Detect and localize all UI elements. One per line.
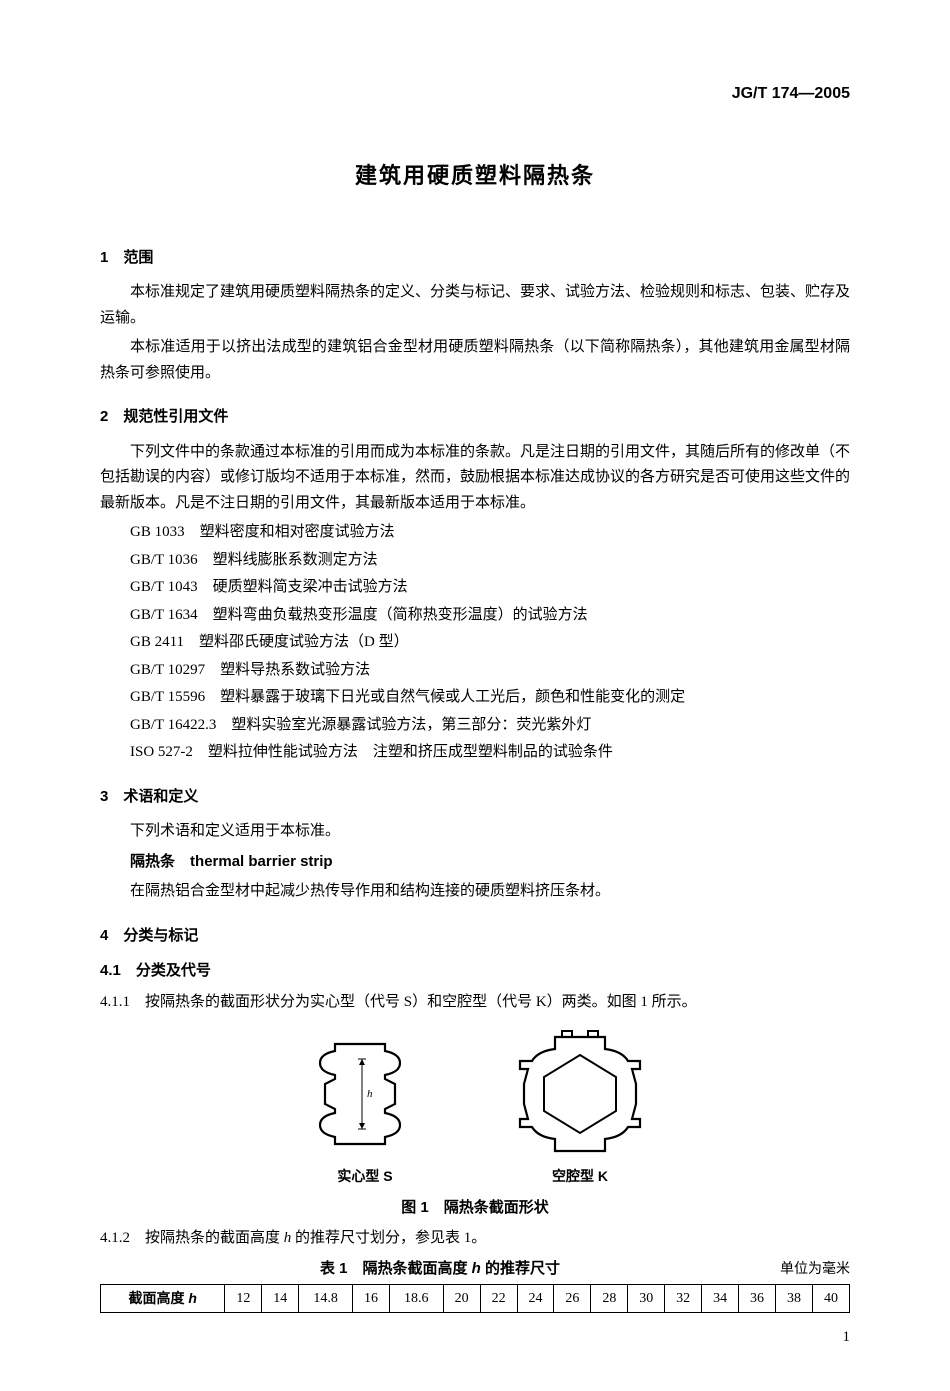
var-h: h: [188, 1290, 197, 1306]
row-head-pre: 截面高度: [128, 1290, 188, 1306]
figure-label-k: 空腔型 K: [510, 1165, 650, 1189]
document-title: 建筑用硬质塑料隔热条: [100, 157, 850, 194]
table-1: 截面高度 h 121414.81618.62022242628303234363…: [100, 1284, 850, 1314]
clause-4-1-1: 4.1.1 按隔热条的截面形状分为实心型（代号 S）和空腔型（代号 K）两类。如…: [100, 990, 850, 1016]
table-cell: 26: [554, 1284, 591, 1313]
table-cell: 20: [443, 1284, 480, 1313]
table-cell: 24: [517, 1284, 554, 1313]
subsection-heading-4-1: 4.1 分类及代号: [100, 958, 850, 984]
reference-line: GB/T 15596 塑料暴露于玻璃下日光或自然气候或人工光后，颜色和性能变化的…: [100, 685, 850, 711]
section-title: 术语和定义: [123, 788, 198, 805]
paragraph: 下列文件中的条款通过本标准的引用而成为本标准的条款。凡是注日期的引用文件，其随后…: [100, 440, 850, 517]
table-cell: 36: [739, 1284, 776, 1313]
table-cell: 38: [775, 1284, 812, 1313]
term-line: 隔热条 thermal barrier strip: [100, 849, 850, 876]
section-title: 规范性引用文件: [123, 408, 228, 425]
table-cell: 18.6: [389, 1284, 443, 1313]
profile-hollow-icon: [510, 1029, 650, 1159]
table-cell: 14.8: [299, 1284, 353, 1313]
reference-line: GB/T 1634 塑料弯曲负载热变形温度（简称热变形温度）的试验方法: [100, 603, 850, 629]
var-h: h: [472, 1260, 481, 1277]
section-title: 分类与标记: [123, 927, 198, 944]
table-cell: 30: [628, 1284, 665, 1313]
table-caption: 表 1 隔热条截面高度 h 的推荐尺寸: [100, 1256, 780, 1282]
table-cell: 28: [591, 1284, 628, 1313]
document-number: JG/T 174—2005: [100, 80, 850, 107]
table-cell: 14: [262, 1284, 299, 1313]
profile-solid-icon: h: [300, 1029, 430, 1159]
figure-item-k: 空腔型 K: [510, 1029, 650, 1189]
table-cell: 16: [352, 1284, 389, 1313]
table-cell: 32: [665, 1284, 702, 1313]
svg-text:h: h: [367, 1088, 373, 1100]
paragraph: 本标准适用于以挤出法成型的建筑铝合金型材用硬质塑料隔热条（以下简称隔热条），其他…: [100, 335, 850, 386]
table-unit: 单位为毫米: [780, 1258, 850, 1282]
section-heading-4: 4 分类与标记: [100, 923, 850, 949]
figure-caption: 图 1 隔热条截面形状: [100, 1195, 850, 1221]
reference-line: GB 1033 塑料密度和相对密度试验方法: [100, 520, 850, 546]
section-heading-2: 2 规范性引用文件: [100, 404, 850, 430]
table-caption-post: 的推荐尺寸: [481, 1260, 560, 1277]
table-1-header-row: 表 1 隔热条截面高度 h 的推荐尺寸 单位为毫米: [100, 1256, 850, 1282]
reference-line: GB/T 10297 塑料导热系数试验方法: [100, 658, 850, 684]
term-en: thermal barrier strip: [190, 853, 333, 870]
section-title: 范围: [123, 249, 153, 266]
section-heading-3: 3 术语和定义: [100, 784, 850, 810]
table-cell: 40: [812, 1284, 849, 1313]
table-row-header: 截面高度 h: [101, 1284, 225, 1313]
reference-line: ISO 527-2 塑料拉伸性能试验方法 注塑和挤压成型塑料制品的试验条件: [100, 740, 850, 766]
reference-line: GB/T 16422.3 塑料实验室光源暴露试验方法，第三部分：荧光紫外灯: [100, 713, 850, 739]
clause-text-pre: 4.1.2 按隔热条的截面高度: [100, 1230, 284, 1246]
paragraph: 下列术语和定义适用于本标准。: [100, 819, 850, 845]
reference-line: GB/T 1043 硬质塑料简支梁冲击试验方法: [100, 575, 850, 601]
paragraph: 本标准规定了建筑用硬质塑料隔热条的定义、分类与标记、要求、试验方法、检验规则和标…: [100, 280, 850, 331]
section-number: 4: [100, 927, 108, 944]
figure-label-s: 实心型 S: [300, 1165, 430, 1189]
reference-line: GB/T 1036 塑料线膨胀系数测定方法: [100, 548, 850, 574]
section-number: 3: [100, 788, 108, 805]
figure-1: h 实心型 S 空腔型 K: [100, 1029, 850, 1189]
term-definition: 在隔热铝合金型材中起减少热传导作用和结构连接的硬质塑料挤压条材。: [100, 879, 850, 905]
clause-text-post: 的推荐尺寸划分，参见表 1。: [291, 1230, 486, 1246]
section-number: 2: [100, 408, 108, 425]
figure-item-s: h 实心型 S: [300, 1029, 430, 1189]
clause-4-1-2: 4.1.2 按隔热条的截面高度 h 的推荐尺寸划分，参见表 1。: [100, 1226, 850, 1252]
table-row: 截面高度 h 121414.81618.62022242628303234363…: [101, 1284, 850, 1313]
table-cell: 34: [702, 1284, 739, 1313]
table-caption-pre: 表 1 隔热条截面高度: [320, 1260, 472, 1277]
table-cell: 22: [480, 1284, 517, 1313]
table-cell: 12: [225, 1284, 262, 1313]
term-cn: 隔热条: [130, 853, 175, 870]
subsection-title: 分类及代号: [136, 962, 211, 979]
reference-line: GB 2411 塑料邵氏硬度试验方法（D 型）: [100, 630, 850, 656]
subsection-number: 4.1: [100, 962, 121, 979]
section-heading-1: 1 范围: [100, 245, 850, 271]
page-number: 1: [100, 1325, 850, 1351]
section-number: 1: [100, 249, 108, 266]
